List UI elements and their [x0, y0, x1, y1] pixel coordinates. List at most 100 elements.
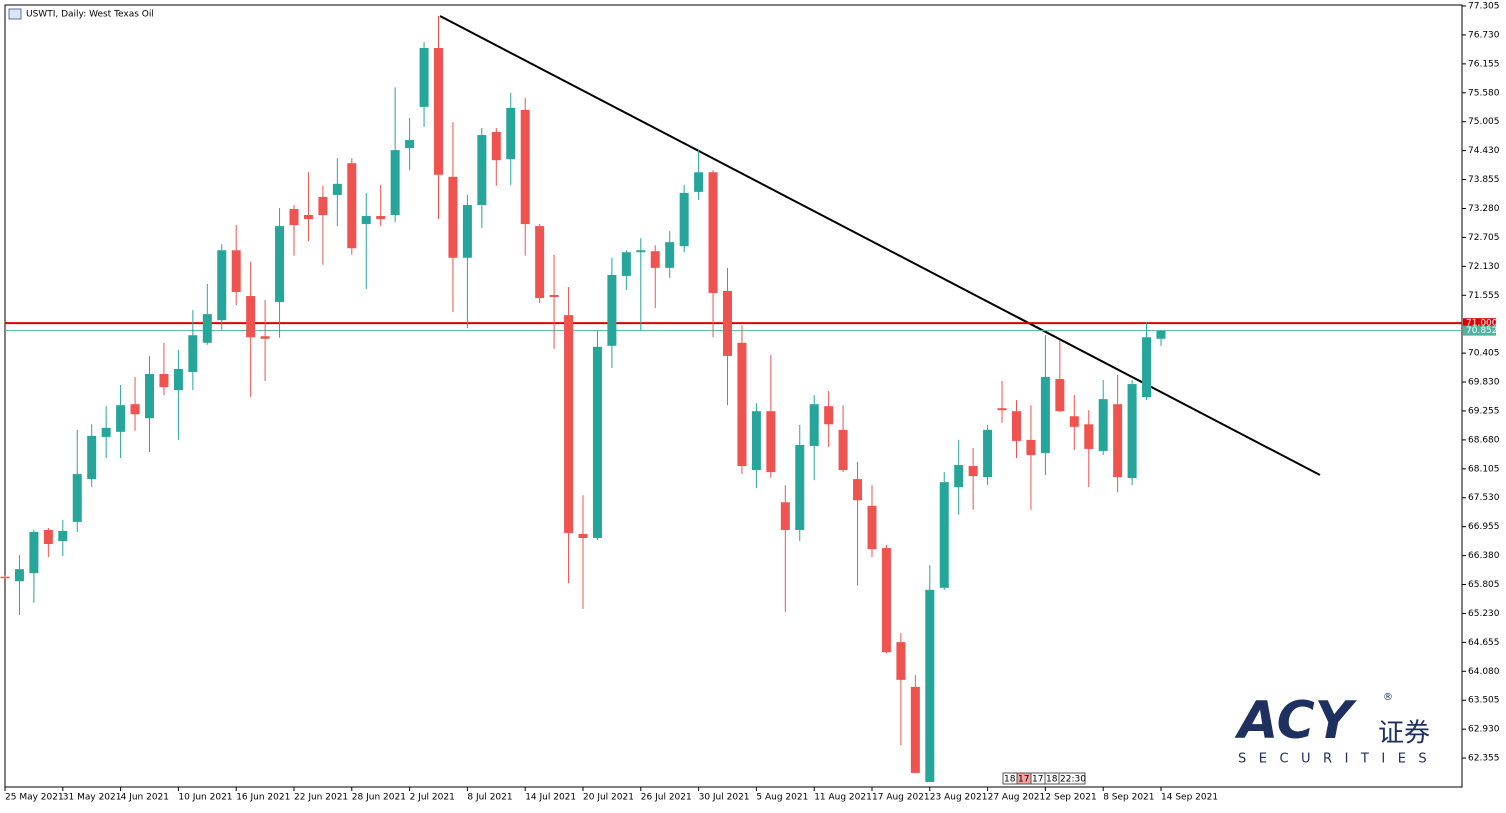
candle-body	[246, 296, 256, 338]
x-tick-label: 30 Jul 2021	[699, 793, 750, 803]
candle-body	[737, 342, 747, 467]
candle-body	[145, 373, 154, 419]
x-tick-label: 14 Jul 2021	[525, 793, 576, 803]
candle-body	[303, 215, 313, 220]
candle-body	[347, 163, 357, 249]
y-tick-label: 75.580	[1468, 88, 1500, 98]
candle-body	[549, 295, 559, 298]
y-tick-label: 68.105	[1468, 464, 1500, 474]
candle-body	[477, 135, 487, 205]
y-tick-label: 74.430	[1468, 146, 1500, 156]
candle-body	[939, 482, 949, 588]
candle-body	[159, 373, 169, 388]
candle-body	[173, 368, 183, 391]
candle-body	[809, 404, 819, 446]
session-time: 22:30	[1060, 775, 1086, 785]
x-tick-label: 14 Sep 2021	[1161, 793, 1218, 803]
candle-body	[376, 216, 386, 220]
x-tick-label: 28 Jun 2021	[352, 793, 406, 803]
candle-body	[766, 411, 776, 473]
symbol-icon	[8, 8, 22, 20]
y-tick-label: 64.655	[1468, 638, 1500, 648]
x-tick-label: 11 Aug 2021	[814, 793, 872, 803]
logo-brand: ACY	[1234, 691, 1358, 751]
y-tick-label: 62.355	[1468, 754, 1500, 764]
candle-body	[506, 107, 516, 160]
x-tick-label: 16 Jun 2021	[236, 793, 290, 803]
candle-body	[58, 530, 68, 542]
candle-body	[708, 172, 718, 293]
x-tick-label: 23 Aug 2021	[930, 793, 988, 803]
logo-mark: ®	[1383, 692, 1393, 703]
y-tick-label: 73.855	[1468, 175, 1500, 185]
x-tick-label: 22 Jun 2021	[294, 793, 348, 803]
chart-title: USWTI, Daily: West Texas Oil	[26, 10, 154, 20]
candle-body	[607, 274, 617, 346]
candle-body	[1156, 330, 1166, 339]
candle-body	[462, 204, 472, 258]
candle-body	[231, 250, 241, 292]
candle-body	[1012, 411, 1021, 441]
y-tick-label: 63.505	[1468, 696, 1500, 706]
candle-body	[881, 548, 891, 653]
candle-body	[723, 290, 732, 356]
y-tick-label: 69.255	[1468, 406, 1500, 416]
y-tick-label: 66.380	[1468, 551, 1500, 561]
candle-body	[795, 444, 805, 530]
candle-body	[925, 589, 935, 782]
y-tick-label: 72.705	[1468, 233, 1500, 243]
y-tick-label: 73.280	[1468, 204, 1500, 214]
candle-body	[1098, 399, 1108, 451]
session-time: 18:	[1046, 775, 1060, 785]
candle-body	[578, 533, 588, 538]
candle-body	[968, 466, 978, 477]
y-tick-label: 70.405	[1468, 349, 1500, 359]
y-tick-label: 68.680	[1468, 435, 1500, 445]
candle-body	[390, 150, 400, 216]
candle-body	[361, 216, 371, 225]
candle-body	[405, 140, 415, 149]
candle-body	[751, 411, 761, 471]
candle-body	[332, 183, 342, 195]
candle-body	[289, 208, 299, 226]
y-tick-label: 62.930	[1468, 725, 1500, 735]
candle-body	[997, 408, 1007, 411]
logo-cn: 证券	[1378, 719, 1430, 749]
y-tick-label: 66.955	[1468, 522, 1500, 532]
y-tick-label: 76.155	[1468, 59, 1500, 69]
candle-body	[72, 474, 82, 522]
plot-frame	[4, 4, 1463, 788]
x-tick-label: 27 Aug 2021	[988, 793, 1046, 803]
candle-body	[29, 531, 39, 574]
candle-body	[592, 346, 602, 538]
candle-body	[1069, 416, 1079, 427]
candle-body	[896, 642, 906, 680]
y-tick-label: 67.530	[1468, 493, 1500, 503]
candle-body	[116, 405, 126, 432]
candle-body	[419, 48, 429, 107]
y-tick-label: 76.730	[1468, 30, 1500, 40]
candle-body	[1142, 337, 1152, 398]
session-time: 18:	[1004, 775, 1018, 785]
candle-body	[448, 176, 458, 258]
candle-body	[867, 505, 877, 550]
logo-sub: SECURITIES	[1238, 752, 1439, 767]
y-tick-label: 77.305	[1468, 2, 1500, 12]
price-label-box	[1463, 325, 1496, 336]
y-tick-label: 69.830	[1468, 378, 1500, 388]
candle-body	[1026, 439, 1036, 455]
y-tick-label: 71.555	[1468, 291, 1500, 301]
x-tick-label: 10 Jun 2021	[178, 793, 232, 803]
candle-body	[621, 252, 631, 276]
candle-body	[0, 576, 10, 579]
x-tick-label: 26 Jul 2021	[641, 793, 692, 803]
x-tick-label: 2 Sep 2021	[1045, 793, 1096, 803]
x-tick-label: 8 Jul 2021	[467, 793, 512, 803]
price-label: 71.000	[1466, 319, 1498, 329]
candle-body	[983, 429, 993, 478]
candle-body	[202, 314, 212, 343]
trend-line	[439, 15, 1321, 476]
x-tick-label: 25 May 2021	[5, 793, 64, 803]
candle-body	[1055, 379, 1065, 412]
candle-body	[650, 251, 660, 268]
